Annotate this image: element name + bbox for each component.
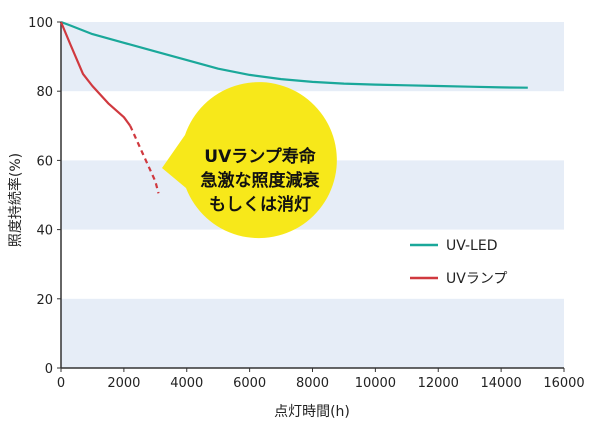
x-tick-label: 14000 bbox=[480, 376, 521, 391]
x-tick-label: 16000 bbox=[543, 376, 584, 391]
legend-label-uv-lamp: UVランプ bbox=[446, 271, 507, 287]
background-band-white bbox=[61, 229, 564, 299]
y-tick-label: 100 bbox=[28, 16, 53, 31]
series-layer bbox=[59, 20, 528, 194]
series-projection-1 bbox=[129, 125, 160, 194]
y-tick-label: 20 bbox=[36, 293, 53, 308]
y-tick-label: 60 bbox=[36, 154, 53, 169]
x-tick-label: 0 bbox=[57, 376, 65, 391]
x-axis-title: 点灯時間(h) bbox=[274, 404, 350, 420]
callout-bubble bbox=[162, 82, 337, 239]
x-tick-label: 6000 bbox=[233, 376, 266, 391]
callout-line-2: 急激な照度減衰 bbox=[201, 170, 321, 191]
background-band bbox=[61, 22, 564, 92]
x-tick-label: 12000 bbox=[418, 376, 459, 391]
y-tick-label: 0 bbox=[45, 362, 53, 377]
y-axis-title: 照度持続率(%) bbox=[7, 153, 24, 247]
x-tick-label: 10000 bbox=[355, 376, 396, 391]
background-band bbox=[61, 298, 564, 368]
x-tick-label: 4000 bbox=[170, 376, 203, 391]
y-tick-label: 80 bbox=[36, 85, 53, 100]
x-axis-ticks: 0 2000 4000 6000 8000 10000 12000 14000 16000 bbox=[57, 368, 585, 391]
callout-line-1: UVランプ寿命 bbox=[204, 146, 316, 167]
x-tick-label: 2000 bbox=[107, 376, 140, 391]
legend-label-uv-led: UV-LED bbox=[446, 238, 497, 254]
y-tick-label: 40 bbox=[36, 224, 53, 239]
x-tick-label: 8000 bbox=[296, 376, 329, 391]
callout-line-3: もしくは消灯 bbox=[209, 194, 311, 215]
legend: UV-LED UVランプ bbox=[410, 238, 507, 287]
series-line-1 bbox=[59, 21, 132, 127]
y-axis-ticks: 0 20 40 60 80 100 bbox=[28, 16, 61, 377]
callout: UVランプ寿命 急激な照度減衰 もしくは消灯 bbox=[162, 82, 337, 239]
series-line-0 bbox=[60, 20, 528, 89]
